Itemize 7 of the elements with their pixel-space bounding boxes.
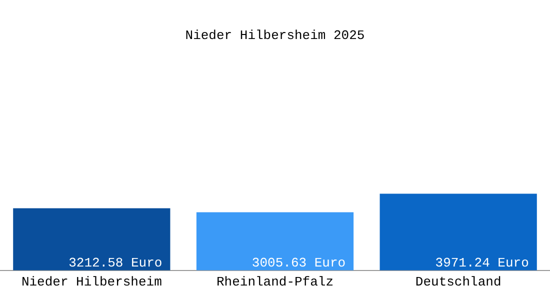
x-tick-label: Nieder Hilbersheim — [21, 274, 162, 290]
data-label: 3005.63 Euro — [252, 255, 346, 270]
x-tick-label: Rheinland-Pfalz — [216, 274, 334, 290]
chart-title: Nieder Hilbersheim 2025 — [185, 28, 365, 44]
data-label: 3971.24 Euro — [435, 255, 529, 270]
data-label: 3212.58 Euro — [68, 255, 162, 270]
x-tick-label: Deutschland — [415, 274, 502, 290]
